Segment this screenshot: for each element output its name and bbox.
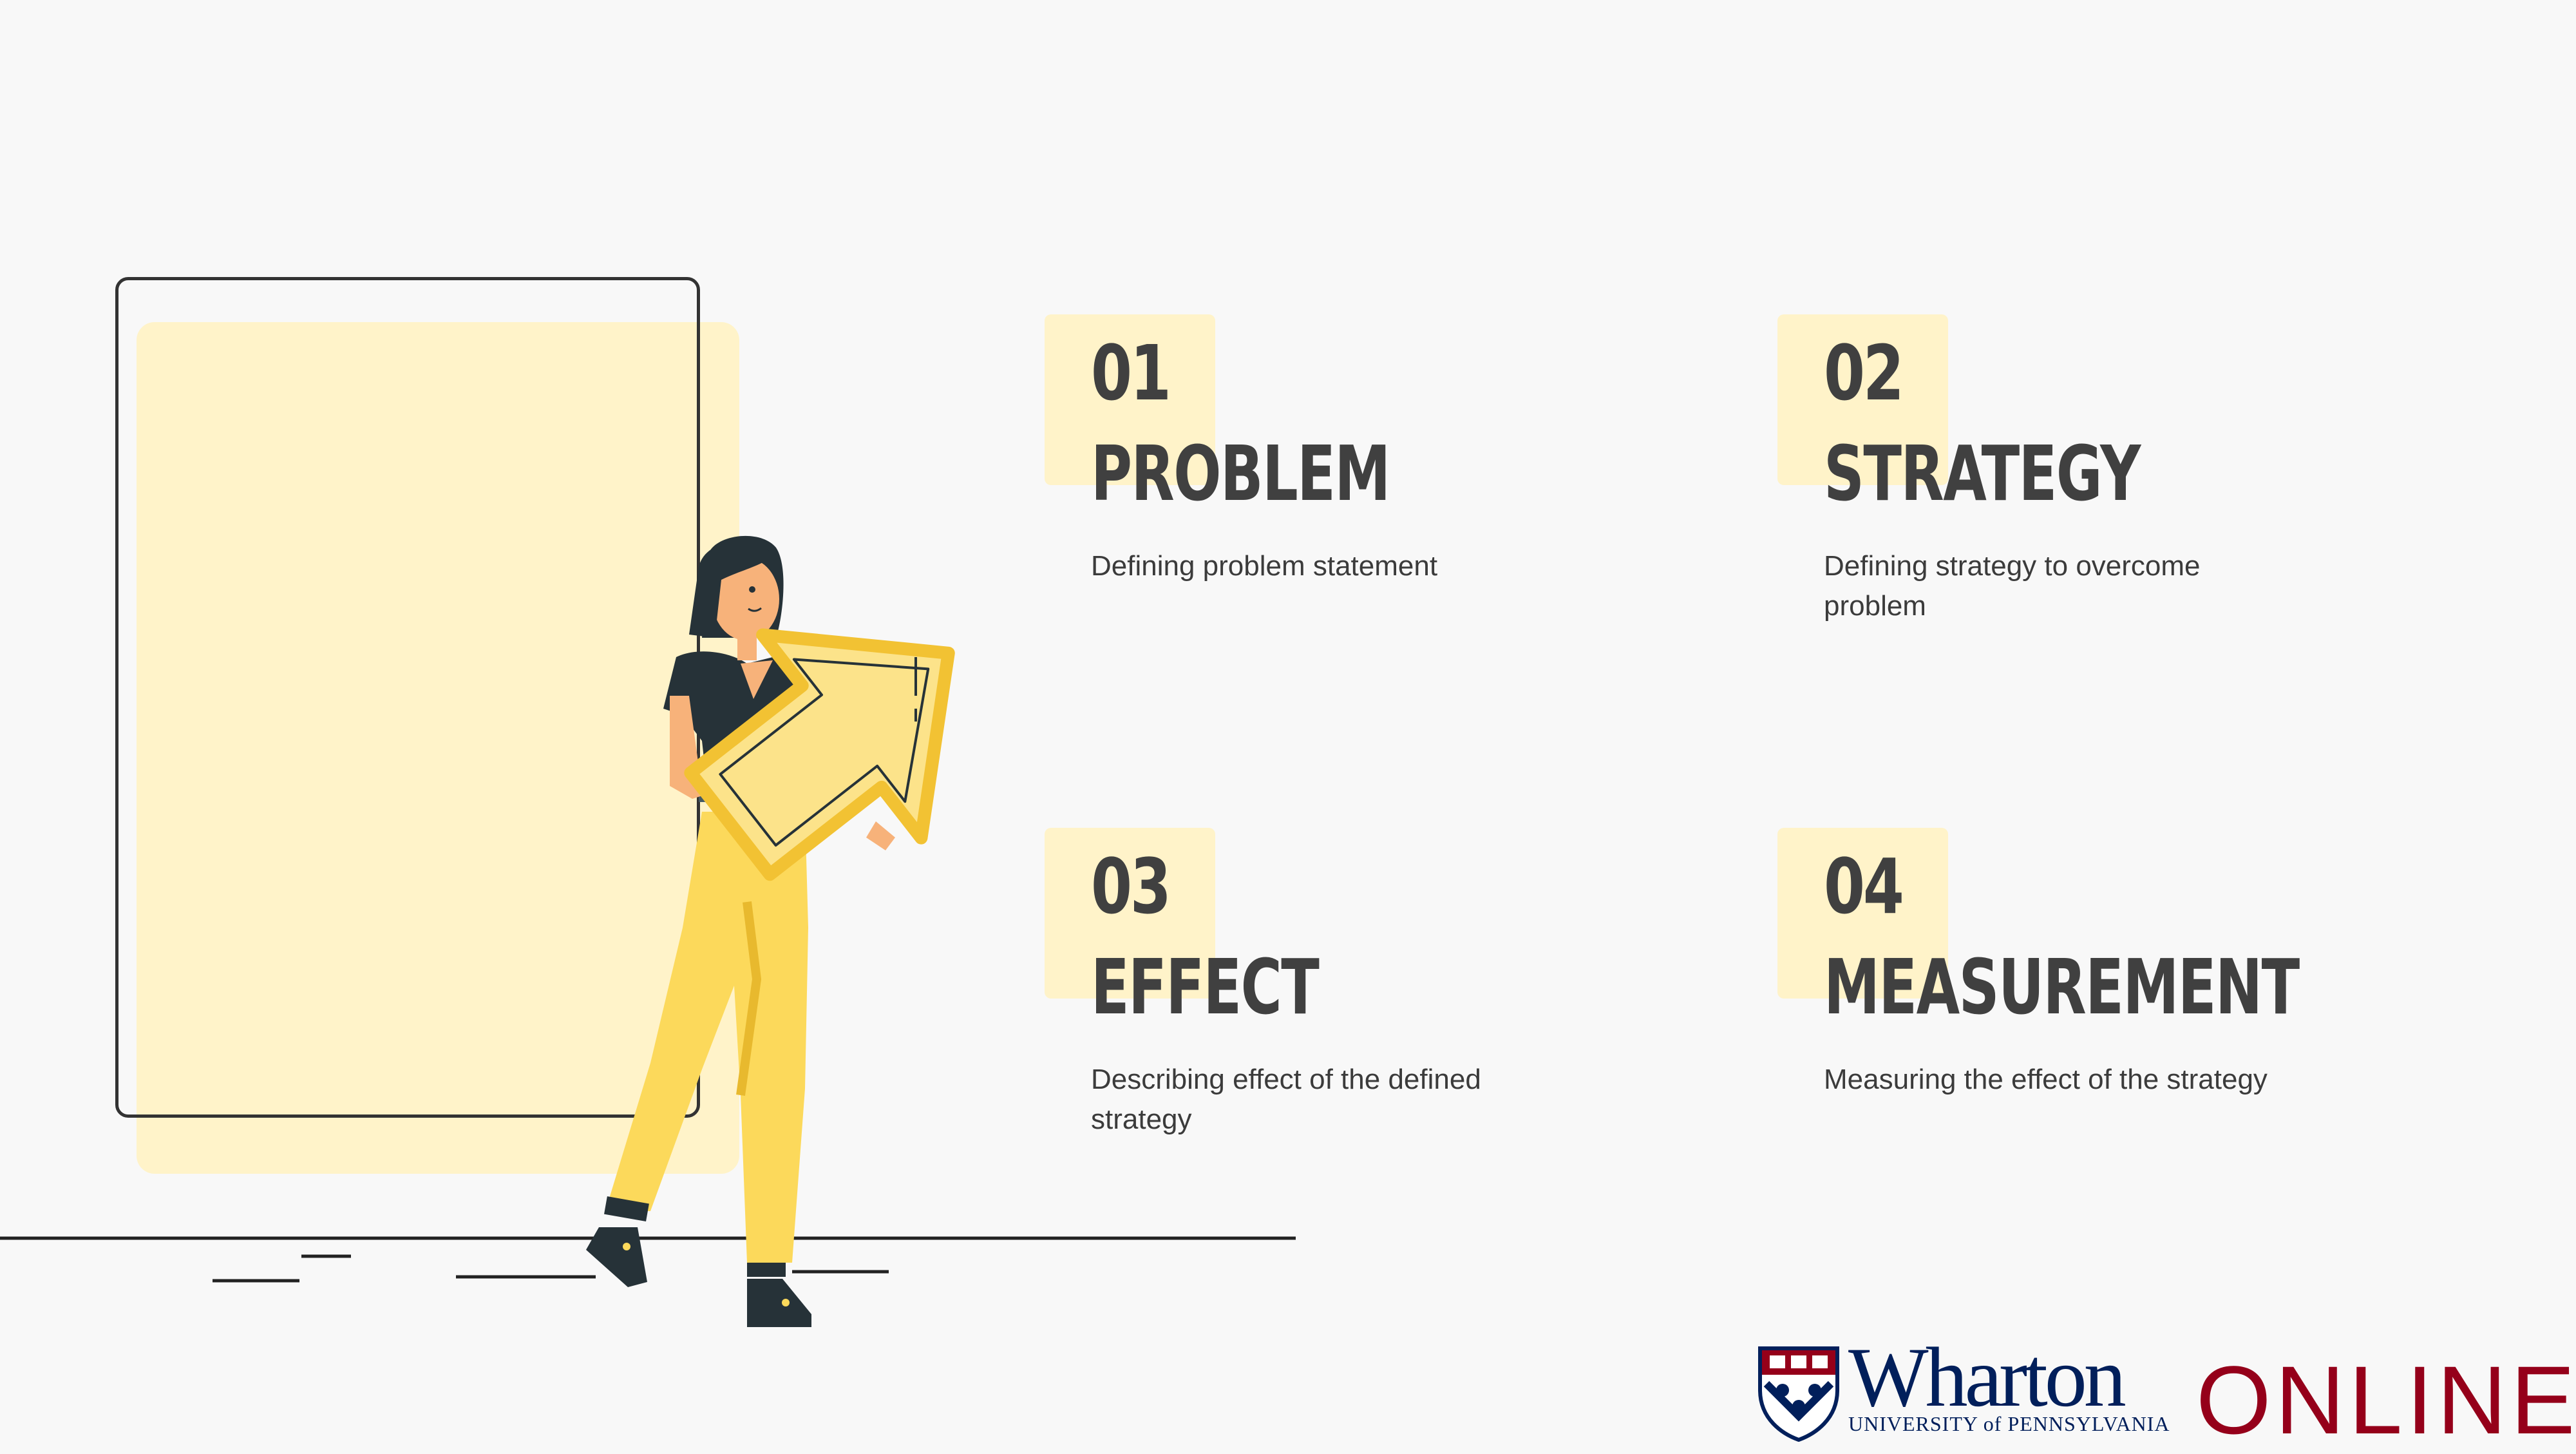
penn-shield-icon — [1758, 1346, 1839, 1442]
step-title: MEASUREMENT — [1824, 942, 2300, 1031]
step-description: Describing effect of the defined strateg… — [1091, 1064, 1481, 1135]
university-subtitle: UNIVERSITY of PENNSYLVANIA — [1848, 1412, 2170, 1435]
step-number: 01 — [1091, 329, 1171, 417]
step-description: Measuring the effect of the strategy — [1824, 1064, 2268, 1095]
step-title: EFFECT — [1091, 942, 1320, 1031]
step-number: 04 — [1824, 842, 1904, 931]
wharton-logo-text: Wharton — [1848, 1330, 2126, 1424]
number-badge — [1777, 314, 1948, 485]
step-title: PROBLEM — [1091, 429, 1390, 518]
number-badge — [1777, 828, 1948, 999]
number-badge — [1045, 828, 1215, 999]
step-description: Defining strategy to overcome problem — [1824, 550, 2201, 622]
step-title: STRATEGY — [1824, 429, 2141, 518]
step-number: 02 — [1824, 329, 1904, 417]
online-logo-text: ONLINE — [2196, 1346, 2576, 1454]
illustration-backdrop — [137, 322, 739, 1174]
step-number: 03 — [1091, 842, 1171, 931]
number-badge — [1045, 314, 1215, 485]
step-description: Defining problem statement — [1091, 550, 1438, 582]
